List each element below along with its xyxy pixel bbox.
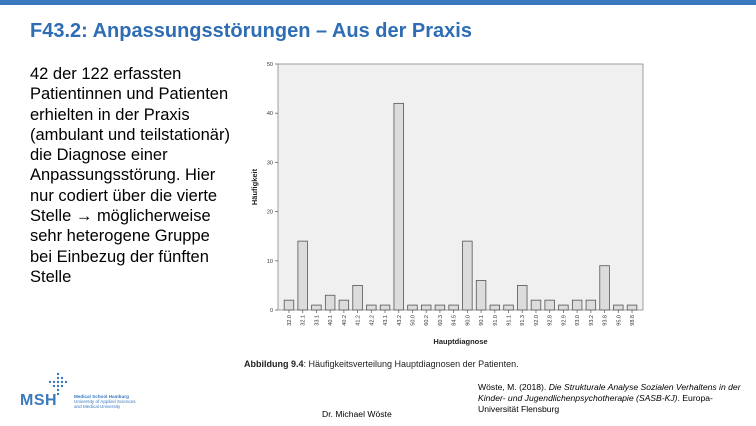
bar	[626, 304, 638, 311]
bar	[420, 304, 432, 311]
bar	[311, 304, 322, 311]
x-tick-label: 40.2	[342, 315, 348, 326]
x-tick-label: 43.2	[397, 315, 403, 326]
x-tick-label: 93.2	[589, 315, 595, 326]
bar	[352, 284, 363, 311]
x-tick-label: 41.2	[356, 315, 362, 326]
x-tick-label: 95.0	[616, 315, 622, 326]
x-tick-label: 93.8	[603, 315, 609, 326]
x-tick-label: 43.1	[383, 315, 389, 326]
slide-body-text: 42 der 122 erfassten Patientinnen und Pa…	[30, 65, 230, 286]
y-tick-label: 10	[267, 259, 273, 265]
x-tick-label: 93.0	[575, 315, 581, 326]
logo-wordmark: MSH	[20, 392, 58, 409]
bar	[366, 304, 377, 311]
slide-title: F43.2: Anpassungsstörungen – Aus der Pra…	[30, 20, 472, 42]
x-tick-label: 32.0	[287, 315, 293, 326]
y-axis-label: Häufigkeit	[250, 168, 259, 205]
citation-book-title: Die Strukturale Analyse Sozialen Verhalt…	[478, 382, 741, 403]
logo-dots-icon	[48, 372, 68, 396]
citation-author-year: Wöste, M. (2018).	[478, 382, 549, 392]
bar	[448, 304, 459, 311]
x-tick-label: 98.8	[630, 315, 636, 326]
x-tick-label: 91.0	[493, 315, 499, 326]
author-footer: Dr. Michael Wöste	[322, 409, 392, 419]
logo-line-2: University of Applied Sciences	[74, 399, 136, 404]
x-tick-label: 92.9	[561, 315, 567, 326]
caption-text: : Häufigkeitsverteilung Hauptdiagnosen d…	[303, 359, 519, 369]
top-accent-bar	[0, 0, 756, 5]
msh-logo: MSH Medical School Hamburg University of…	[20, 372, 150, 416]
x-axis-label: Hauptdiagnose	[433, 337, 487, 346]
logo-line-3: and Medical University	[74, 404, 121, 409]
x-tick-label: 84.5	[452, 315, 458, 326]
bar	[503, 304, 514, 311]
bar	[283, 299, 295, 311]
bar	[393, 102, 404, 311]
bar	[599, 265, 610, 311]
bar-chart: 0 10 20 30 40 50 32.0 32.1 33.1 40.1 40.2 41.2 42.2 4…	[250, 62, 644, 346]
x-tick-label: 50.0	[410, 315, 416, 326]
logo-line-1: Medical School Hamburg	[74, 394, 129, 399]
x-tick-label: 60.2	[424, 315, 430, 326]
x-tick-label: 33.1	[314, 315, 320, 326]
bar	[462, 240, 473, 311]
x-tick-label: 91.3	[520, 315, 526, 326]
bar	[571, 299, 583, 311]
bar	[379, 304, 391, 311]
bar	[530, 299, 542, 311]
bar	[613, 304, 624, 311]
x-tick-label: 92.8	[548, 315, 554, 326]
x-tick-label: 92.0	[534, 315, 540, 326]
bar	[558, 304, 569, 311]
bar	[475, 280, 487, 311]
bar	[324, 294, 336, 311]
caption-label: Abbildung 9.4	[244, 359, 304, 369]
y-tick-label: 0	[270, 308, 273, 314]
y-tick-label: 50	[267, 62, 273, 68]
x-tick-label: 90.0	[465, 315, 471, 326]
x-tick-label: 90.1	[479, 315, 485, 326]
citation-publisher: . Europa-Universität Flensburg	[478, 393, 713, 414]
y-tick-label: 40	[267, 111, 273, 117]
bar	[434, 304, 446, 311]
bar	[585, 299, 597, 311]
bar	[338, 299, 350, 311]
x-tick-label: 40.1	[328, 315, 334, 326]
x-tick-label: 60.3	[438, 315, 444, 326]
citation: Wöste, M. (2018). Die Strukturale Analys…	[478, 382, 748, 415]
x-tick-label: 42.2	[369, 315, 375, 326]
bar	[517, 284, 528, 311]
plot-area	[277, 63, 644, 311]
bar	[489, 304, 501, 311]
figure-caption: Abbildung 9.4: Häufigkeitsverteilung Hau…	[244, 359, 519, 369]
bar	[544, 299, 555, 311]
x-tick-label: 91.1	[507, 315, 513, 326]
bar	[407, 304, 418, 311]
bar	[297, 240, 308, 311]
x-tick-label: 32.1	[301, 315, 307, 326]
y-tick-label: 30	[267, 160, 273, 166]
y-tick-label: 20	[267, 210, 273, 216]
